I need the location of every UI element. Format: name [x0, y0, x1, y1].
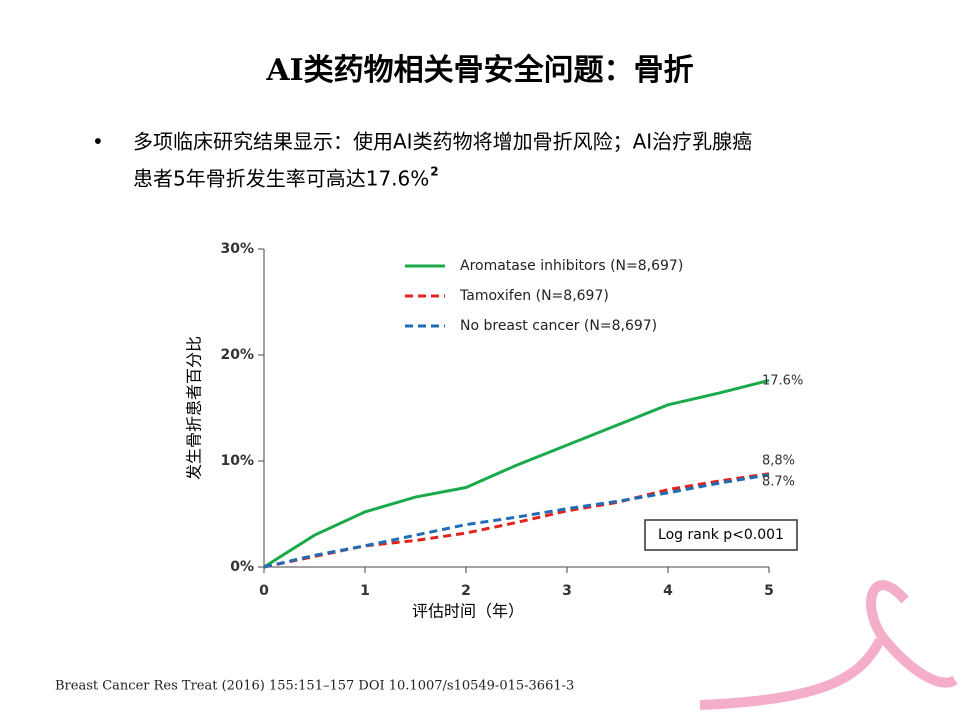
x-tick-label: 3	[562, 583, 572, 599]
ribbon-decoration	[699, 580, 958, 710]
y-tick-label: 20%	[220, 347, 254, 363]
bullet-line: 患者5年骨折发生率可高达17.6%	[133, 167, 429, 191]
citation: Breast Cancer Res Treat (2016) 155:151–1…	[55, 679, 574, 694]
bullet-line: 多项临床研究结果显示：使用AI类药物将增加骨折风险；AI治疗乳腺癌	[133, 130, 752, 154]
end-label: 8,8%	[762, 454, 795, 469]
superscript: 2	[430, 165, 438, 179]
x-tick-label: 0	[259, 583, 269, 599]
annotation: Log rank p<0.001	[658, 527, 784, 543]
series-line	[263, 378, 770, 569]
x-tick-label: 5	[764, 583, 774, 599]
y-tick-label: 10%	[220, 453, 254, 469]
x-axis-label: 评估时间（年）	[412, 602, 524, 621]
y-tick-label: 0%	[230, 559, 254, 575]
legend-label: No breast cancer (N=8,697)	[460, 318, 657, 334]
legend-label: Tamoxifen (N=8,697)	[459, 288, 609, 304]
end-label: 8.7%	[762, 475, 795, 490]
y-axis-label: 发生骨折患者百分比	[185, 336, 204, 480]
x-tick-label: 2	[461, 583, 471, 599]
x-tick-label: 1	[360, 583, 370, 599]
chart: 发生骨折患者百分比 评估时间（年） Log rank p<0.001 0% 10%…	[185, 241, 804, 621]
y-tick-label: 30%	[220, 241, 254, 257]
slide-title: AI类药物相关骨安全问题：骨折	[265, 53, 693, 88]
annotation-box	[644, 519, 798, 551]
end-label: 17.6%	[762, 374, 803, 389]
legend-label: Aromatase inhibitors (N=8,697)	[460, 258, 683, 274]
bullet-dot: •	[92, 130, 104, 154]
x-tick-label: 4	[663, 583, 673, 599]
